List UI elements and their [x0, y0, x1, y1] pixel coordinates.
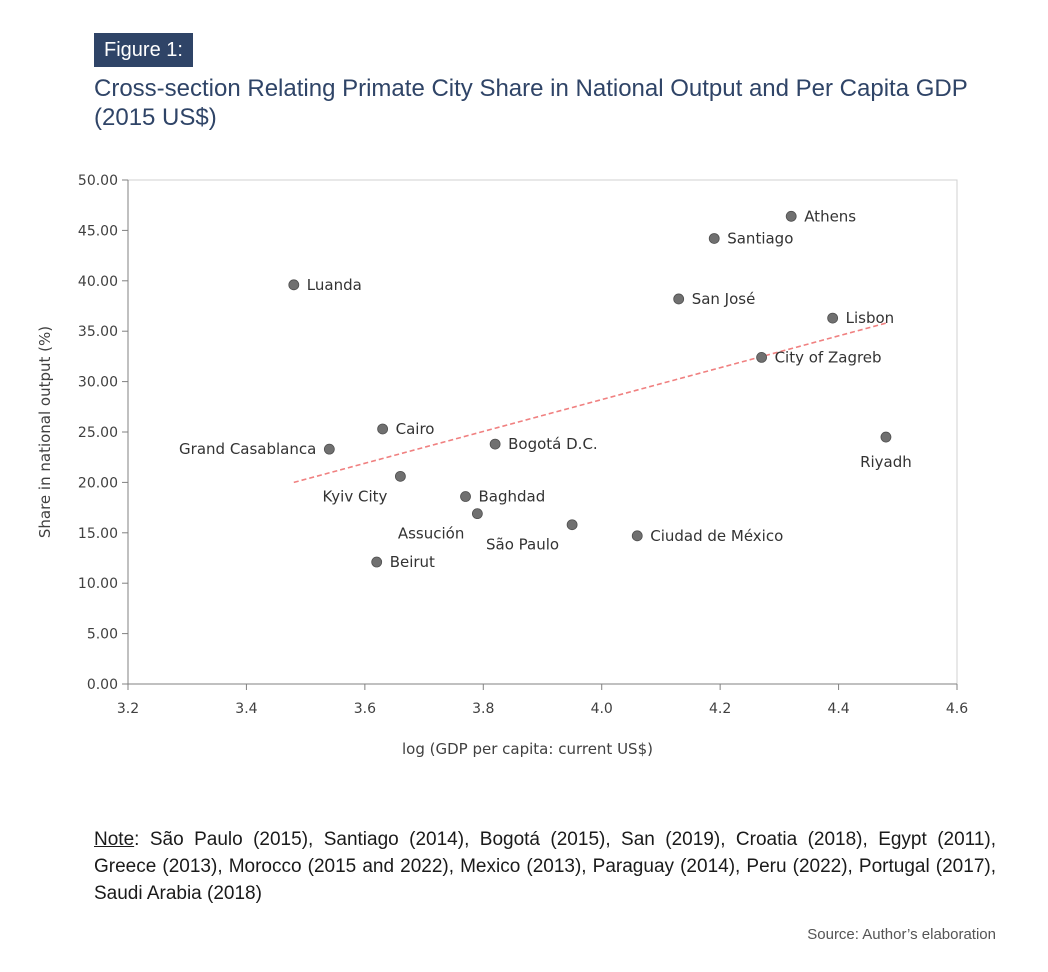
data-point-label: São Paulo: [486, 536, 559, 554]
data-point: [460, 491, 471, 502]
plot-frame: [127, 179, 958, 685]
y-tick-label: 25.00: [78, 425, 118, 441]
data-point: [377, 423, 389, 435]
data-point-label: Baghdad: [479, 488, 546, 506]
data-point-label: Grand Casablanca: [179, 440, 316, 458]
data-point-label: Riyadh: [860, 453, 912, 471]
data-point-label: City of Zagreb: [775, 348, 882, 366]
data-point: [566, 519, 578, 531]
y-tick-label: 15.00: [78, 526, 118, 542]
data-point-label: Cairo: [396, 420, 435, 438]
x-axis-ticks: 3.2 3.4 3.6 3.8 4.0 4.2 4.4 4.6: [117, 684, 968, 717]
note-text: : São Paulo (2015), Santiago (2014), Bog…: [94, 829, 996, 904]
data-point-label: Ciudad de México: [650, 527, 783, 545]
data-point-label: Assución: [398, 525, 465, 543]
data-point-label: Luanda: [307, 276, 362, 294]
data-point: [827, 312, 839, 324]
x-tick-label: 3.4: [235, 701, 257, 717]
data-point-label: Bogotá D.C.: [508, 435, 598, 453]
data-point: [673, 293, 685, 305]
note: Note: São Paulo (2015), Santiago (2014),…: [94, 826, 996, 907]
figure-label: Figure 1:: [94, 33, 193, 67]
y-tick-label: 35.00: [78, 324, 118, 340]
x-tick-label: 4.2: [709, 701, 731, 717]
y-tick-label: 40.00: [78, 274, 118, 290]
y-tick-label: 30.00: [78, 375, 118, 391]
y-tick-label: 20.00: [78, 475, 118, 491]
y-tick-label: 10.00: [78, 576, 118, 592]
data-point: [323, 443, 335, 455]
x-tick-label: 4.0: [591, 701, 613, 717]
data-point: [756, 352, 767, 363]
data-point: [288, 279, 300, 291]
data-point-labels: Athens Santiago Luanda San José Lisbon City o…: [179, 207, 912, 571]
y-tick-label: 50.00: [78, 173, 118, 189]
trend-line: [293, 322, 887, 484]
y-axis-ticks: 0.00 5.00 10.00 15.00 20.00 25.00 30.00 35.00 40…: [78, 173, 128, 693]
data-point: [471, 508, 483, 520]
scatter-chart: 3.2 3.4 3.6 3.8 4.0 4.2 4.4 4.6 0.00 5.00 10.00 15…: [36, 173, 968, 758]
data-point-label: Santiago: [727, 229, 793, 247]
x-tick-label: 3.8: [472, 701, 494, 717]
y-tick-label: 45.00: [78, 223, 118, 239]
source-credit: Source: Author’s elaboration: [807, 926, 996, 943]
data-point: [489, 438, 501, 450]
data-point-label: Lisbon: [846, 309, 895, 327]
x-tick-label: 3.2: [117, 701, 139, 717]
data-point-label: Beirut: [390, 553, 435, 571]
y-tick-label: 5.00: [87, 627, 118, 643]
chart-axes: [127, 179, 958, 685]
x-tick-label: 3.6: [354, 701, 376, 717]
data-point-label: San José: [692, 290, 756, 308]
data-point: [394, 470, 406, 482]
x-tick-label: 4.4: [827, 701, 849, 717]
y-axis-title: Share in national output (%): [36, 326, 54, 538]
figure-title: Cross-section Relating Primate City Shar…: [94, 75, 968, 131]
y-tick-label: 0.00: [87, 677, 118, 693]
data-point-label: Kyiv City: [323, 487, 388, 505]
data-points: [288, 210, 892, 568]
data-point: [880, 431, 892, 443]
data-point: [631, 530, 643, 542]
note-label: Note: [94, 829, 135, 850]
data-point-label: Athens: [804, 207, 856, 225]
x-tick-label: 4.6: [946, 701, 968, 717]
data-point: [785, 210, 797, 222]
data-point: [708, 233, 720, 244]
x-axis-title: log (GDP per capita: current US$): [402, 740, 653, 758]
data-point: [371, 556, 383, 568]
